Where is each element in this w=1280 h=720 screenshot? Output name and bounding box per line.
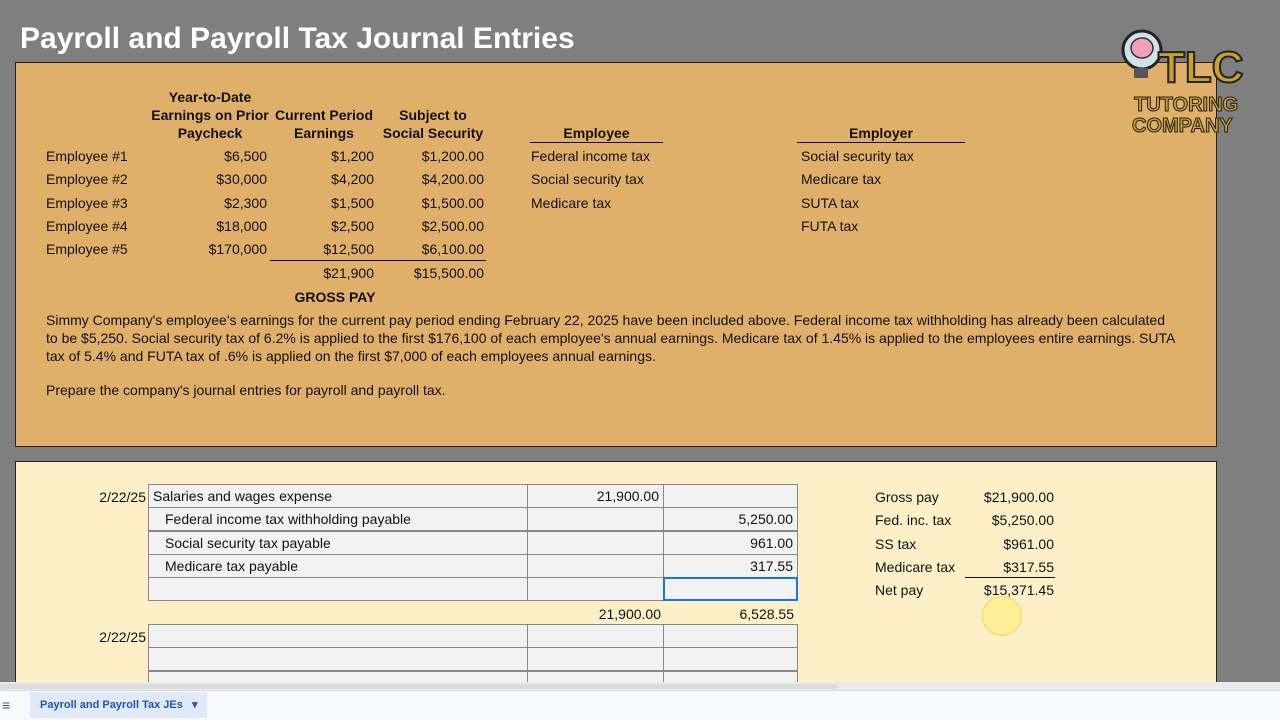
journal-date: 2/22/25 — [99, 629, 146, 645]
employer-tax-item: SUTA tax — [801, 194, 860, 211]
credit-cell[interactable]: 961.00 — [663, 530, 798, 555]
employee-name: Employee #2 — [46, 171, 128, 188]
ytd-earnings: $30,000 — [216, 171, 267, 188]
summary-value: $5,250.00 — [991, 512, 1054, 529]
sheet-tab-bar — [0, 690, 1280, 720]
credit-cell[interactable] — [663, 647, 798, 672]
mouse-cursor-highlight — [982, 596, 1022, 636]
employee-name: Employee #4 — [46, 217, 128, 234]
debit-cell[interactable] — [527, 624, 664, 648]
current-header-line: Current Period — [274, 107, 373, 123]
current-earnings: $2,500 — [331, 217, 374, 234]
ytd-earnings: $18,000 — [216, 217, 267, 234]
summary-value: $15,371.45 — [983, 582, 1054, 599]
employer-tax-item: Social security tax — [801, 148, 914, 164]
ytd-earnings: $2,300 — [224, 194, 267, 211]
total-current: $21,900 — [323, 265, 374, 281]
subject-header: Subject to Social Security — [380, 106, 486, 142]
journal-date: 2/22/25 — [99, 489, 146, 505]
total-divider — [270, 260, 486, 261]
gross-pay-label: GROSS PAY — [294, 289, 376, 305]
employer-tax-item: Medicare tax — [801, 171, 882, 188]
debit-cell[interactable] — [527, 647, 664, 672]
credit-cell[interactable]: 317.55 — [663, 553, 798, 578]
ytd-header-line: Year-to-Date — [168, 89, 252, 105]
subject-header-line: Social Security — [382, 125, 484, 141]
sheet-tab[interactable]: Payroll and Payroll Tax JEs ▾ — [30, 692, 208, 718]
credit-cell[interactable] — [663, 484, 798, 508]
current-earnings: $1,500 — [331, 194, 374, 211]
summary-divider — [965, 577, 1055, 578]
employee-name: Employee #5 — [46, 241, 128, 258]
current-header: Current Period Earnings — [272, 106, 376, 142]
debit-cell[interactable] — [527, 553, 664, 578]
employee-tax-item: Federal income tax — [531, 148, 651, 164]
total-subject: $15,500.00 — [413, 265, 484, 281]
problem-text: Simmy Company's employee's earnings for … — [46, 312, 1175, 364]
summary-label: Net pay — [875, 582, 924, 599]
ytd-earnings: $6,500 — [224, 148, 267, 164]
ytd-earnings: $170,000 — [208, 241, 267, 258]
all-sheets-menu-icon[interactable]: ≡ — [2, 697, 11, 713]
subject-to-ss: $4,200.00 — [421, 171, 484, 188]
account-cell[interactable] — [148, 577, 528, 602]
problem-panel — [15, 62, 1217, 447]
employee-tax-item: Medicare tax — [531, 194, 612, 211]
summary-label: Medicare tax — [875, 558, 956, 575]
ytd-header-line: Earnings on Prior — [151, 107, 269, 123]
current-earnings: $12,500 — [323, 241, 374, 258]
subject-to-ss: $1,500.00 — [421, 194, 484, 211]
svg-text:TLC: TLC — [1158, 43, 1244, 92]
debit-cell[interactable] — [527, 577, 664, 602]
current-header-line: Earnings — [294, 125, 354, 141]
summary-value: $21,900.00 — [983, 489, 1054, 505]
sheet-tab-label: Payroll and Payroll Tax JEs — [40, 699, 183, 711]
scrollbar-thumb[interactable] — [0, 684, 838, 689]
selected-credit-cell[interactable] — [663, 577, 798, 602]
account-cell[interactable]: Salaries and wages expense — [148, 484, 528, 508]
employee-tax-item: Social security tax — [531, 171, 644, 188]
summary-value: $961.00 — [1003, 535, 1054, 552]
svg-text:TUTORING: TUTORING — [1134, 94, 1238, 116]
credit-cell[interactable] — [663, 624, 798, 648]
employer-header: Employer — [797, 124, 965, 143]
chevron-down-icon[interactable]: ▾ — [191, 699, 198, 711]
employee-name: Employee #1 — [46, 148, 128, 164]
summary-value: $317.55 — [1003, 558, 1054, 575]
subject-to-ss: $6,100.00 — [421, 241, 484, 258]
credit-cell[interactable]: 5,250.00 — [663, 507, 798, 532]
employee-header: Employee — [530, 124, 663, 143]
debit-cell[interactable] — [527, 507, 664, 532]
debit-cell[interactable] — [527, 530, 664, 555]
svg-text:COMPANY: COMPANY — [1132, 115, 1233, 137]
ytd-header-line: Paycheck — [177, 125, 243, 141]
ytd-header: Year-to-Date Earnings on Prior Paycheck — [150, 88, 270, 142]
tlc-logo: TLC TUTORING COMPANY — [1121, 29, 1245, 138]
account-cell[interactable]: Medicare tax payable — [148, 553, 528, 578]
summary-label: Gross pay — [875, 489, 939, 505]
subject-header-line: Subject to — [399, 107, 467, 123]
account-cell[interactable]: Social security tax payable — [148, 530, 528, 555]
summary-label: SS tax — [875, 535, 917, 552]
account-cell[interactable]: Federal income tax withholding payable — [148, 507, 528, 532]
subject-to-ss: $1,200.00 — [421, 148, 484, 164]
current-earnings: $4,200 — [331, 171, 374, 188]
employer-tax-item: FUTA tax — [801, 217, 859, 234]
page-title: Payroll and Payroll Tax Journal Entries — [20, 22, 575, 55]
employee-name: Employee #3 — [46, 194, 128, 211]
summary-label: Fed. inc. tax — [875, 512, 952, 529]
total-credit: 6,528.55 — [739, 606, 795, 622]
account-cell[interactable] — [148, 647, 528, 672]
debit-cell[interactable]: 21,900.00 — [527, 484, 664, 508]
current-earnings: $1,200 — [331, 148, 374, 164]
subject-to-ss: $2,500.00 — [421, 217, 484, 234]
account-cell[interactable] — [148, 624, 528, 648]
instruction-text: Prepare the company's journal entries fo… — [46, 382, 446, 398]
total-debit: 21,900.00 — [598, 606, 661, 622]
